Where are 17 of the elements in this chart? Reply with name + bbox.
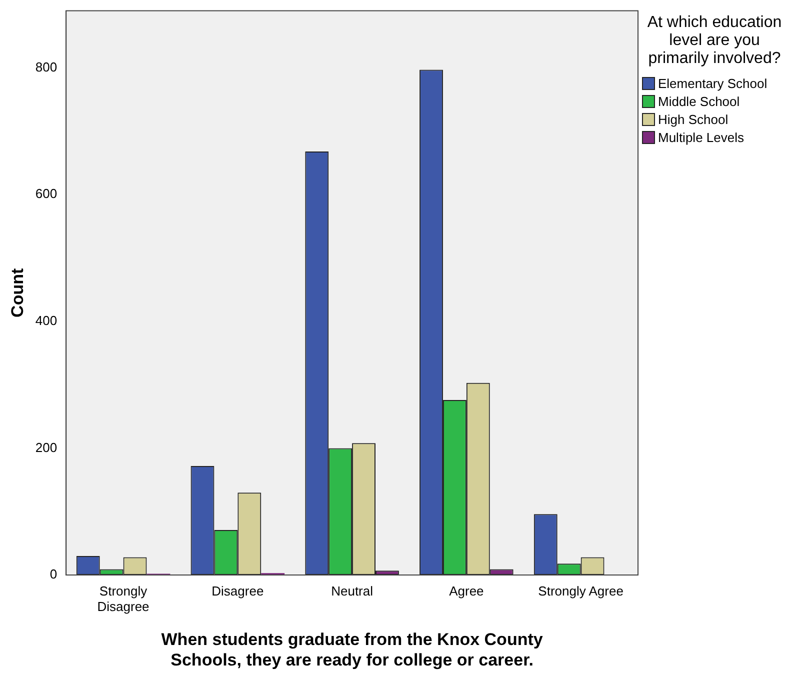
y-axis-title: Count bbox=[8, 268, 27, 318]
legend-label: High School bbox=[658, 112, 728, 126]
legend-label: Elementary School bbox=[658, 76, 768, 90]
y-tick-label: 600 bbox=[35, 186, 58, 202]
x-tick-label: Disagree bbox=[212, 583, 264, 598]
legend-label: Middle School bbox=[658, 94, 740, 108]
x-axis-title: When students graduate from the Knox County Schools, they are ready for college or career. bbox=[161, 630, 544, 670]
y-tick-label: 200 bbox=[35, 440, 58, 455]
y-tick-label: 800 bbox=[35, 59, 58, 74]
x-tick-label: Strongly Agree bbox=[538, 583, 624, 598]
legend-title: At which education level are you primarily involved? bbox=[646, 14, 783, 68]
x-tick-label: Strongly Disagree bbox=[97, 583, 150, 614]
y-tick-label: 0 bbox=[50, 566, 58, 582]
x-tick-label: Agree bbox=[449, 583, 484, 598]
legend-label: Multiple Levels bbox=[658, 130, 744, 144]
y-tick-label: 400 bbox=[35, 313, 58, 328]
x-tick-label: Neutral bbox=[331, 583, 374, 598]
